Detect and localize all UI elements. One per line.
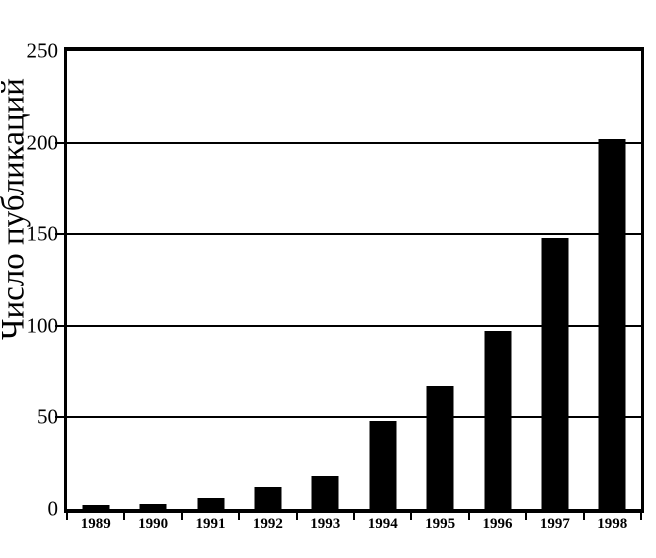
x-axis-tick-0	[66, 513, 68, 520]
bar-column-1989	[67, 51, 124, 509]
bar-column-1998	[584, 51, 641, 509]
bar-column-1995	[411, 51, 468, 509]
bar-1997	[541, 237, 569, 509]
y-axis-tick-200	[55, 141, 64, 144]
bar-1992	[254, 487, 282, 509]
bar-column-1991	[182, 51, 239, 509]
bar-1993	[311, 476, 339, 509]
y-axis-tick-50	[55, 416, 64, 419]
y-tick-label-0: 0	[47, 496, 59, 521]
bar-1998	[598, 138, 626, 509]
gridline-100	[67, 324, 641, 327]
y-tick-label-200: 200	[26, 130, 59, 155]
bar-column-1990	[124, 51, 181, 509]
bar-1995	[426, 386, 454, 509]
bar-column-1994	[354, 51, 411, 509]
x-tick-label-1994: 1994	[367, 516, 398, 532]
bars-container	[67, 51, 641, 509]
y-axis-tick-150	[55, 233, 64, 236]
bar-column-1996	[469, 51, 526, 509]
bar-1996	[484, 331, 512, 509]
x-tick-label-1996: 1996	[482, 516, 513, 532]
bar-column-1992	[239, 51, 296, 509]
x-axis-tick-1	[123, 513, 126, 520]
y-axis-tick-100	[55, 324, 64, 327]
x-axis-tick-6	[410, 513, 413, 520]
bar-1994	[369, 421, 397, 509]
x-tick-label-1993: 1993	[310, 516, 341, 532]
x-axis-tick-9	[582, 513, 585, 520]
x-tick-label-1995: 1995	[425, 516, 456, 532]
x-tick-label-1989: 1989	[80, 516, 111, 532]
x-axis-tick-10	[640, 513, 642, 520]
x-axis-tick-3	[238, 513, 241, 520]
bar-1991	[197, 498, 225, 509]
gridline-150	[67, 233, 641, 236]
x-tick-label-1990: 1990	[138, 516, 169, 532]
bar-column-1997	[526, 51, 583, 509]
y-tick-label-150: 150	[26, 221, 59, 246]
x-axis-tick-5	[353, 513, 355, 520]
x-tick-label-1991: 1991	[195, 516, 226, 532]
bar-1990	[139, 503, 167, 509]
x-tick-label-1992: 1992	[252, 516, 283, 532]
x-axis-tick-7	[467, 513, 470, 520]
x-tick-label-1998: 1998	[597, 516, 628, 532]
bar-1989	[82, 505, 110, 509]
x-axis-tick-2	[180, 513, 183, 520]
plot-area	[64, 47, 644, 513]
y-axis-title-text: Число публикаций	[0, 78, 32, 340]
x-axis-tick-4	[295, 513, 298, 520]
x-tick-label-1997: 1997	[539, 516, 570, 532]
x-axis-tick-8	[525, 513, 528, 520]
y-tick-label-250: 250	[26, 38, 59, 63]
y-tick-label-50: 50	[37, 404, 58, 429]
gridline-50	[67, 416, 641, 419]
gridline-200	[67, 141, 641, 144]
y-tick-label-100: 100	[26, 313, 59, 338]
bar-column-1993	[297, 51, 354, 509]
